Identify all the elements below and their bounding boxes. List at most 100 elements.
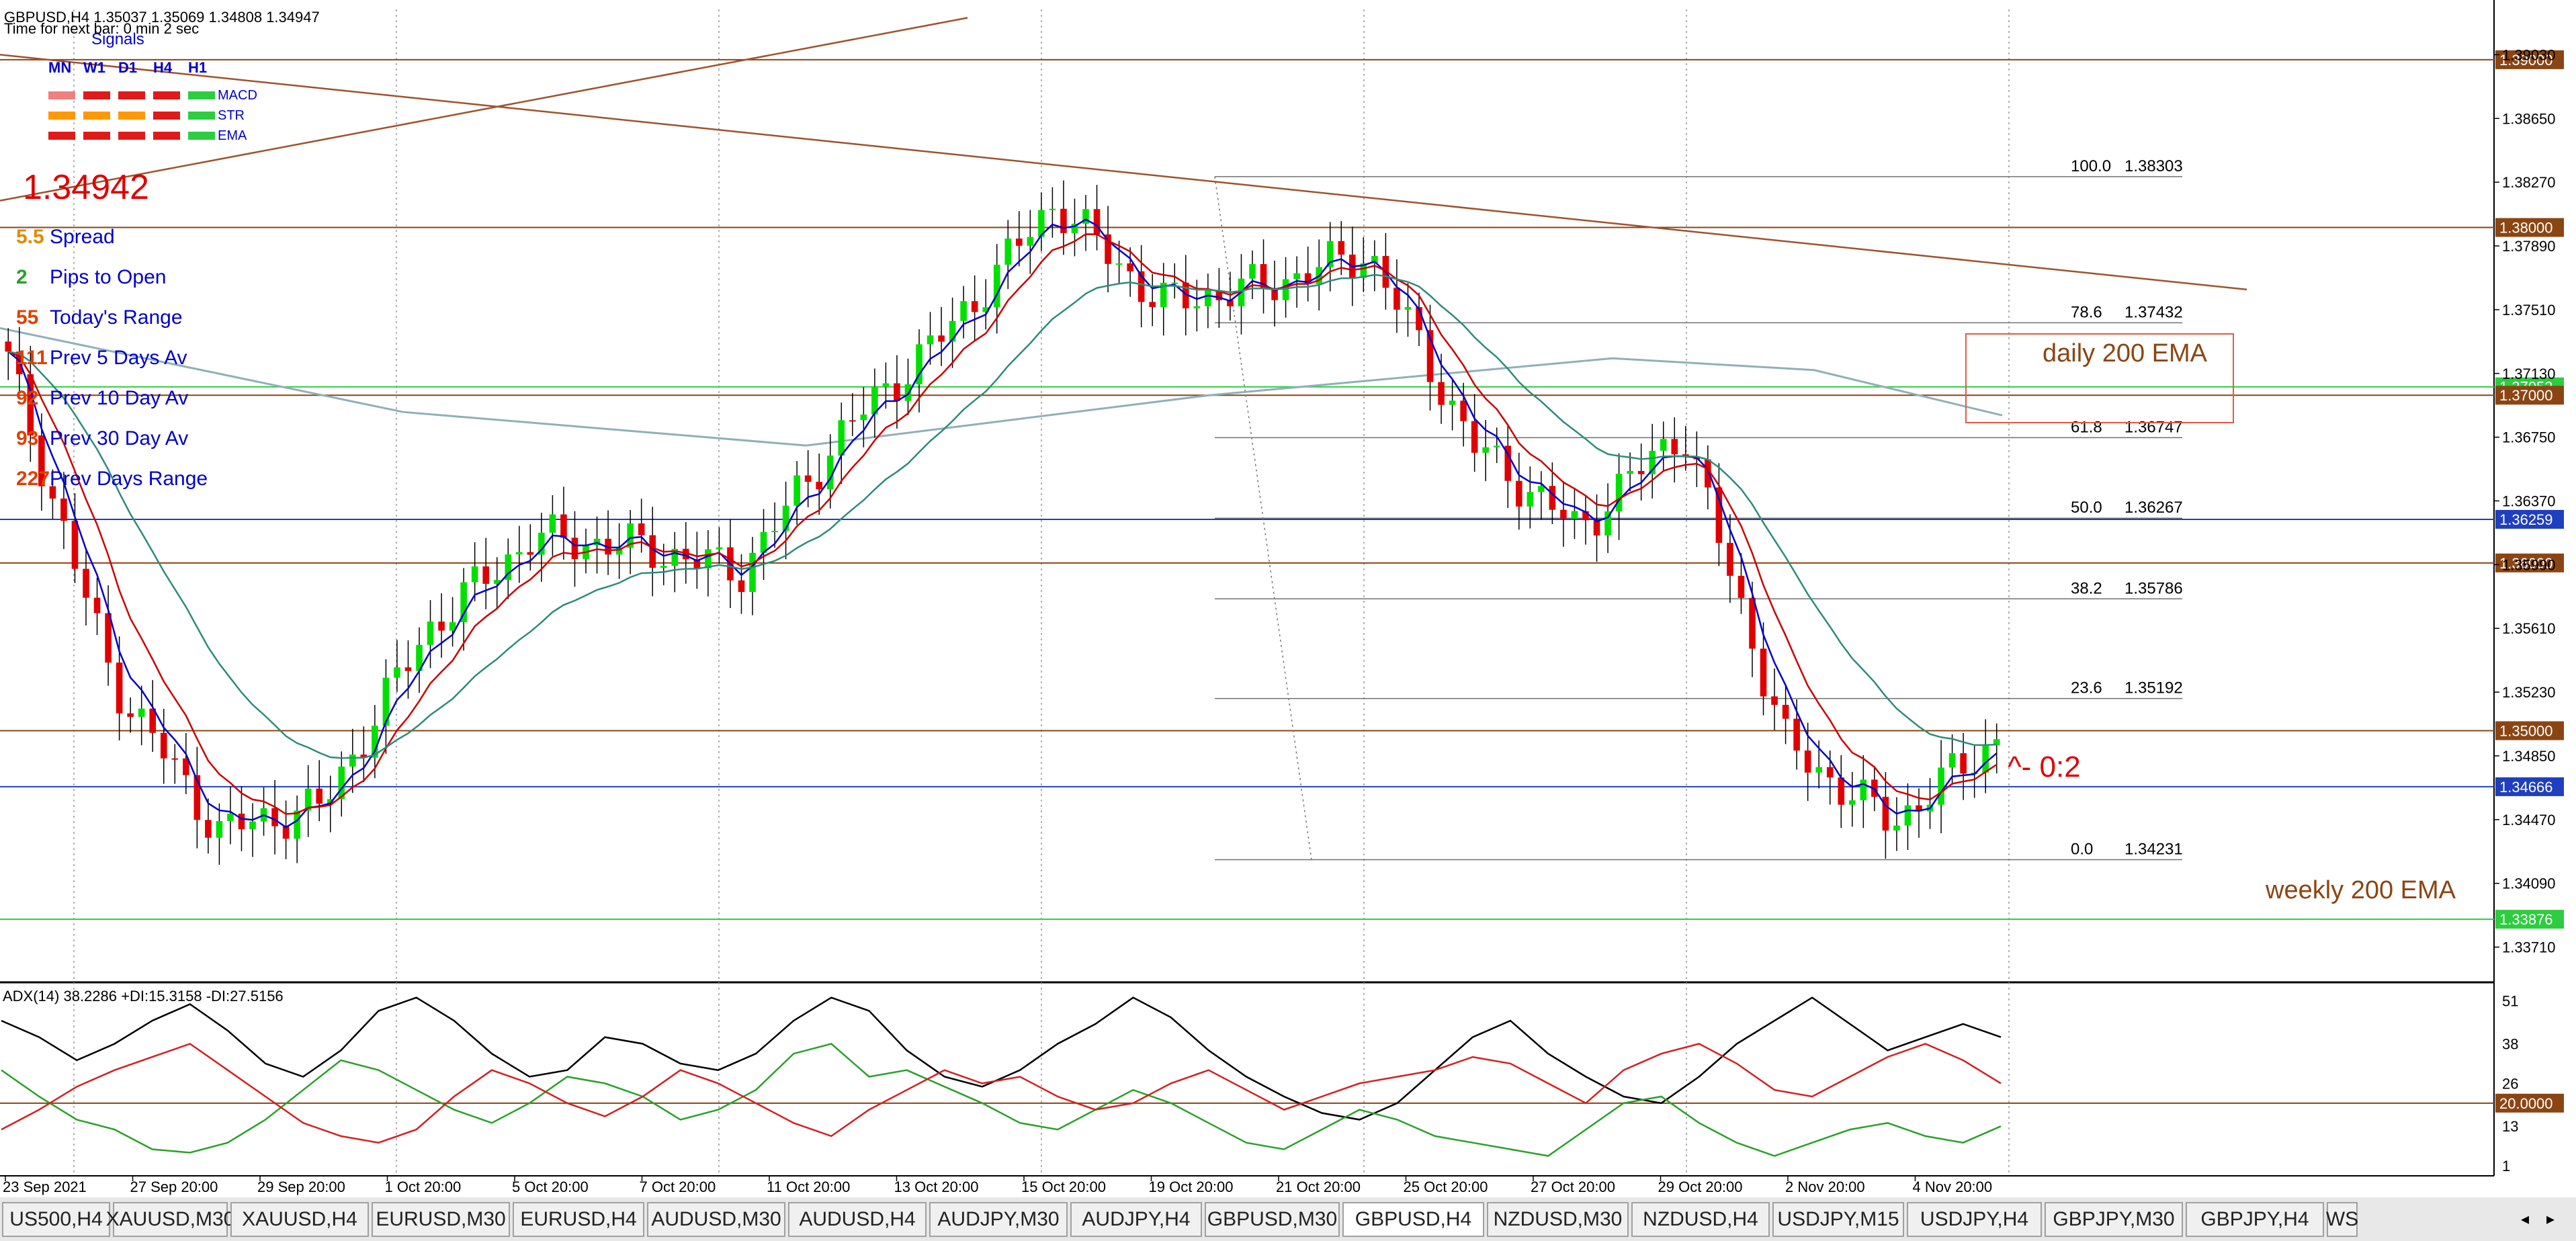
candle-body[interactable] xyxy=(238,813,245,830)
chart-tab[interactable]: AUDJPY,M30 xyxy=(929,1202,1068,1237)
candle-body[interactable] xyxy=(993,264,1000,308)
candle-body[interactable] xyxy=(1137,271,1145,302)
candle-body[interactable] xyxy=(826,456,834,490)
candle-body[interactable] xyxy=(1260,264,1267,290)
candle-body[interactable] xyxy=(1804,751,1811,773)
candle-body[interactable] xyxy=(427,622,434,645)
candle-body[interactable] xyxy=(1105,234,1111,264)
candle-body[interactable] xyxy=(1960,753,1967,774)
candle-body[interactable] xyxy=(1149,302,1156,308)
candle-body[interactable] xyxy=(860,414,867,421)
candle-body[interactable] xyxy=(816,482,822,490)
candle-body[interactable] xyxy=(1016,239,1023,246)
candle-body[interactable] xyxy=(1860,779,1867,801)
candle-body[interactable] xyxy=(549,514,556,533)
candle-body[interactable] xyxy=(1904,805,1912,826)
candle-body[interactable] xyxy=(1282,279,1289,300)
candle-body[interactable] xyxy=(916,344,922,384)
candle-body[interactable] xyxy=(5,341,12,352)
candle-body[interactable] xyxy=(1882,796,1889,831)
candle-body[interactable] xyxy=(271,808,278,826)
candle-body[interactable] xyxy=(1160,282,1167,308)
chart-tab[interactable]: NZDUSD,H4 xyxy=(1631,1202,1770,1237)
candle-body[interactable] xyxy=(360,755,368,758)
candle-body[interactable] xyxy=(949,320,956,342)
candle-body[interactable] xyxy=(1460,400,1467,421)
chart-tab[interactable]: XAUUSD,M30 xyxy=(106,1202,235,1237)
candle-body[interactable] xyxy=(205,820,212,838)
candle-body[interactable] xyxy=(1326,241,1334,267)
chart-tab[interactable]: GBPJPY,H4 xyxy=(2186,1202,2324,1237)
candle-body[interactable] xyxy=(960,301,967,321)
candle-body[interactable] xyxy=(1516,480,1522,507)
candle-body[interactable] xyxy=(1637,470,1645,474)
candle-body[interactable] xyxy=(1127,263,1133,271)
chart-tab[interactable]: NZDUSD,M30 xyxy=(1487,1202,1629,1237)
candle-body[interactable] xyxy=(294,810,300,839)
candle-body[interactable] xyxy=(1071,224,1078,233)
candle-body[interactable] xyxy=(1493,445,1500,447)
candle-body[interactable] xyxy=(1249,264,1256,279)
candle-body[interactable] xyxy=(438,622,445,631)
candle-body[interactable] xyxy=(1471,421,1478,453)
candle-body[interactable] xyxy=(1948,753,1956,768)
candle-body[interactable] xyxy=(705,549,712,568)
candle-body[interactable] xyxy=(660,566,667,568)
candle-body[interactable] xyxy=(627,523,634,548)
chart-tab[interactable]: AUDJPY,H4 xyxy=(1070,1202,1202,1237)
candle-body[interactable] xyxy=(1449,400,1456,405)
candle-body[interactable] xyxy=(1193,306,1201,308)
candle-body[interactable] xyxy=(1771,696,1778,705)
candle-body[interactable] xyxy=(1215,290,1223,300)
main-chart-area[interactable] xyxy=(0,9,2494,982)
chart-tab[interactable]: EURUSD,M30 xyxy=(372,1202,510,1237)
candle-body[interactable] xyxy=(304,788,312,811)
candle-body[interactable] xyxy=(1416,307,1422,331)
candle-body[interactable] xyxy=(349,755,356,767)
candle-body[interactable] xyxy=(1426,330,1434,382)
candle-body[interactable] xyxy=(505,554,512,581)
candle-body[interactable] xyxy=(105,613,112,663)
candle-body[interactable] xyxy=(716,547,723,550)
candle-body[interactable] xyxy=(1205,290,1211,306)
candle-body[interactable] xyxy=(1115,263,1123,265)
candle-body[interactable] xyxy=(1749,597,1756,649)
candle-body[interactable] xyxy=(615,548,623,555)
candle-body[interactable] xyxy=(1027,237,1034,246)
chart-tab[interactable]: USDJPY,H4 xyxy=(1907,1202,2042,1237)
candle-body[interactable] xyxy=(1705,459,1711,488)
candle-body[interactable] xyxy=(71,521,79,569)
candle-body[interactable] xyxy=(404,667,412,671)
candle-body[interactable] xyxy=(1982,745,1989,773)
candle-body[interactable] xyxy=(127,713,134,717)
candle-body[interactable] xyxy=(927,335,934,345)
trendline-up[interactable] xyxy=(0,17,968,202)
candle-body[interactable] xyxy=(538,532,545,555)
candle-body[interactable] xyxy=(1482,447,1489,453)
chart-tab[interactable]: XAUUSD,H4 xyxy=(230,1202,369,1237)
candle-body[interactable] xyxy=(149,708,156,733)
candle-body[interactable] xyxy=(1049,208,1056,210)
candle-body[interactable] xyxy=(338,766,345,800)
candle-body[interactable] xyxy=(1715,487,1723,543)
candle-body[interactable] xyxy=(571,538,578,560)
candle-body[interactable] xyxy=(1760,648,1767,697)
candle-body[interactable] xyxy=(1171,282,1178,284)
candle-body[interactable] xyxy=(194,775,201,820)
candle-body[interactable] xyxy=(782,505,789,531)
candle-body[interactable] xyxy=(771,531,778,533)
candle-body[interactable] xyxy=(1893,825,1900,831)
candle-body[interactable] xyxy=(216,820,223,838)
candle-body[interactable] xyxy=(1538,486,1545,493)
candle-body[interactable] xyxy=(1227,300,1234,306)
chart-tab[interactable]: USDJPY,M15 xyxy=(1772,1202,1904,1237)
candle-body[interactable] xyxy=(749,552,756,593)
chart-tab[interactable]: WS xyxy=(2326,1202,2358,1237)
candle-body[interactable] xyxy=(282,826,290,839)
candle-body[interactable] xyxy=(1737,575,1745,598)
candle-body[interactable] xyxy=(1404,307,1412,310)
tab-scroll-left-icon[interactable]: ◂ xyxy=(2521,1210,2529,1228)
candle-body[interactable] xyxy=(527,552,534,555)
candle-body[interactable] xyxy=(904,384,912,401)
